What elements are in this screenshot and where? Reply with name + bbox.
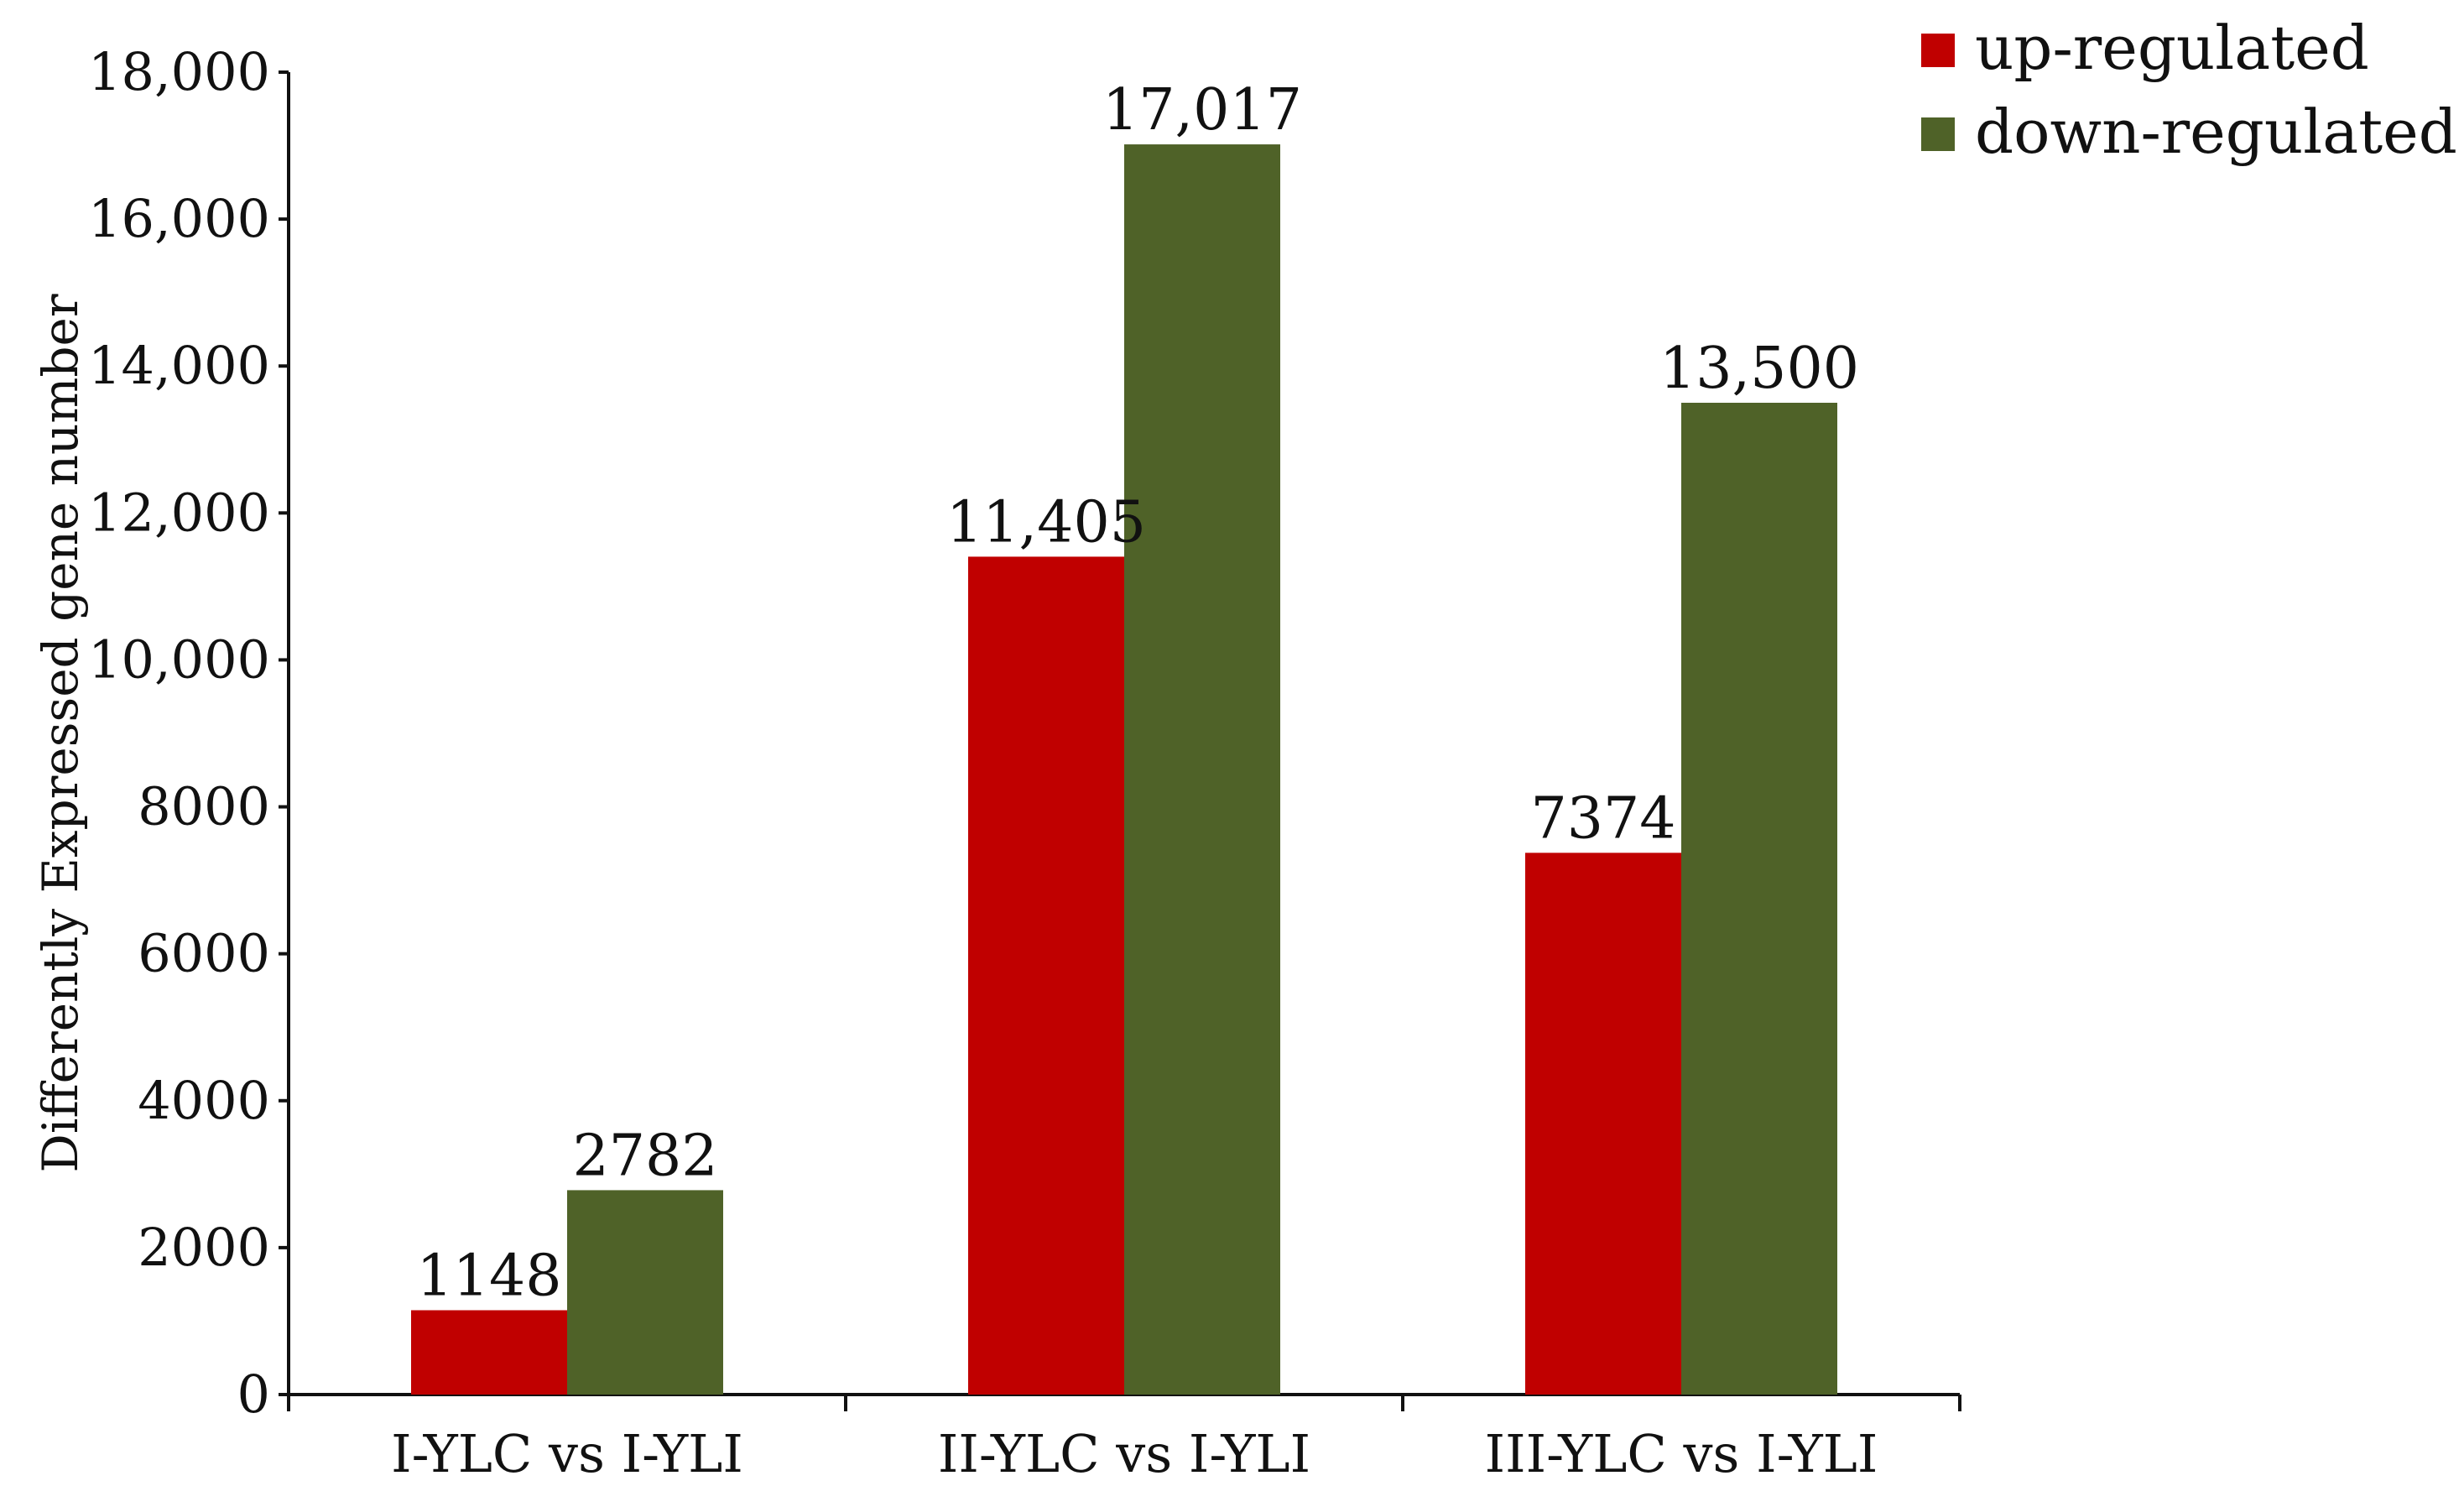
data-label: 13,500 (1659, 336, 1859, 402)
y-tick-label: 10,000 (88, 628, 270, 690)
legend-swatch (1921, 34, 1955, 67)
data-label: 11,405 (946, 489, 1146, 555)
x-category-label: III-YLC vs I-YLI (1485, 1423, 1878, 1484)
data-label: 2782 (572, 1123, 717, 1189)
y-tick-label: 2000 (138, 1217, 270, 1278)
y-tick-label: 0 (237, 1364, 270, 1425)
bars (411, 144, 1837, 1395)
y-axis-title: Differently Expressed gene number (32, 294, 89, 1172)
bar-down-regulated (1124, 144, 1280, 1395)
data-label: 7374 (1530, 785, 1675, 852)
data-label: 17,017 (1102, 77, 1302, 143)
bar-up-regulated (411, 1310, 567, 1395)
bar-up-regulated (1525, 853, 1681, 1395)
x-category-ticks: I-YLC vs I-YLI II-YLC vs I-YLI III-YLC vs … (287, 1395, 1961, 1484)
y-tick-label: 18,000 (88, 41, 270, 102)
legend-label: up-regulated (1975, 13, 2369, 83)
y-tick-label: 6000 (138, 923, 270, 984)
y-tick-label: 4000 (138, 1070, 270, 1131)
y-tick-label: 14,000 (88, 335, 270, 396)
data-label: 1148 (416, 1243, 561, 1309)
legend-label: down-regulated (1975, 96, 2457, 167)
x-category-label: II-YLC vs I-YLI (938, 1423, 1310, 1484)
bar-up-regulated (968, 556, 1124, 1395)
legend: up-regulated down-regulated (1921, 13, 2457, 167)
bar-down-regulated (1681, 403, 1837, 1395)
legend-swatch (1921, 117, 1955, 151)
y-tick-label: 8000 (138, 776, 270, 837)
y-tick-label: 16,000 (88, 188, 270, 249)
data-labels: 1148 11,405 7374 2782 17,017 13,500 (416, 77, 1859, 1309)
x-category-label: I-YLC vs I-YLI (391, 1423, 743, 1484)
y-ticks: 0 2000 4000 6000 8000 10,000 12,000 14,000 16,00… (88, 41, 289, 1425)
bar-down-regulated (567, 1190, 723, 1395)
y-tick-label: 12,000 (88, 482, 270, 543)
